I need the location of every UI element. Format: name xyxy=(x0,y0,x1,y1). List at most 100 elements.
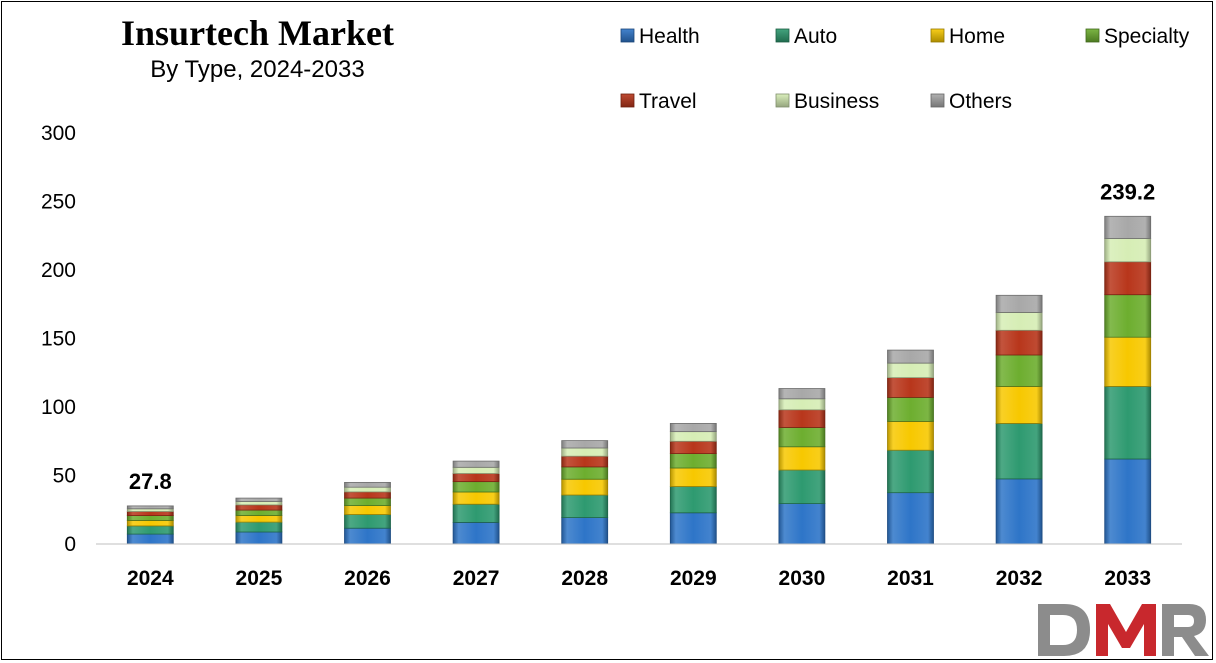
legend-swatch xyxy=(620,93,635,108)
x-tick-label: 2024 xyxy=(127,567,174,590)
bar-segment-home-2029 xyxy=(669,467,717,487)
x-tick-label: 2030 xyxy=(779,567,826,590)
bar-segment-travel-2028 xyxy=(561,455,609,468)
legend-item-specialty: Specialty xyxy=(1085,25,1190,48)
total-labels: 27.8 239.2 xyxy=(129,179,1155,494)
bar-stacks xyxy=(126,215,1152,545)
bar-segment-specialty-2027 xyxy=(452,481,500,493)
bar-stack-2031 xyxy=(887,349,934,545)
bar-segment-specialty-2024 xyxy=(126,515,174,521)
bar-segment-home-2033 xyxy=(1104,336,1152,387)
bar-segment-health-2025 xyxy=(235,531,283,545)
bar-segment-others-2025 xyxy=(235,497,283,502)
chart-subtitle: By Type, 2024-2033 xyxy=(150,56,365,83)
legend-label: Health xyxy=(639,25,700,48)
bar-segment-home-2032 xyxy=(995,385,1043,424)
bar-segment-travel-2025 xyxy=(235,504,283,511)
x-tick-label: 2028 xyxy=(561,567,608,590)
bar-segment-others-2027 xyxy=(452,460,500,468)
legend-item-business: Business xyxy=(775,90,879,113)
legend-swatch xyxy=(620,28,635,43)
bar-segment-others-2033 xyxy=(1104,215,1152,239)
legend-item-auto: Auto xyxy=(775,25,837,48)
bar-stack-2027 xyxy=(452,460,500,545)
bar-segment-specialty-2028 xyxy=(561,466,609,480)
bar-segment-specialty-2033 xyxy=(1104,294,1152,338)
bar-segment-travel-2026 xyxy=(344,491,391,499)
bar-segment-business-2028 xyxy=(561,447,609,457)
bar-segment-specialty-2031 xyxy=(887,396,934,422)
bar-segment-business-2032 xyxy=(995,312,1043,331)
bar-segment-home-2031 xyxy=(887,420,934,451)
bar-segment-business-2030 xyxy=(778,398,826,411)
legend-swatch xyxy=(930,93,945,108)
legend-item-home: Home xyxy=(930,25,1005,48)
bar-segment-health-2027 xyxy=(452,522,500,545)
bar-segment-health-2032 xyxy=(995,478,1043,545)
x-tick-label: 2029 xyxy=(670,567,717,590)
bar-segment-specialty-2029 xyxy=(669,453,717,469)
bar-segment-business-2025 xyxy=(235,501,283,506)
legend-label: Others xyxy=(949,90,1012,113)
bar-segment-home-2028 xyxy=(561,478,609,496)
bar-segment-health-2024 xyxy=(126,533,174,545)
x-tick-label: 2026 xyxy=(344,567,391,590)
legend: Health Auto Home Specialty Travel Business Oth… xyxy=(620,25,1190,113)
total-label-2024: 27.8 xyxy=(129,469,172,494)
bar-segment-business-2026 xyxy=(344,486,391,493)
bar-segment-travel-2027 xyxy=(452,472,500,482)
bar-segment-health-2028 xyxy=(561,517,609,545)
y-tick-label: 250 xyxy=(41,191,76,214)
dmr-logo xyxy=(1038,604,1209,656)
bar-segment-auto-2032 xyxy=(995,422,1043,480)
bar-stack-2025 xyxy=(235,497,283,545)
bar-segment-auto-2028 xyxy=(561,494,609,519)
bar-segment-home-2024 xyxy=(126,520,174,527)
y-tick-label: 200 xyxy=(41,259,76,282)
bar-segment-home-2025 xyxy=(235,515,283,523)
legend-swatch xyxy=(1085,28,1100,43)
bar-segment-auto-2030 xyxy=(778,469,826,504)
legend-swatch xyxy=(775,28,790,43)
bar-segment-auto-2033 xyxy=(1104,385,1152,460)
bar-stack-2029 xyxy=(669,422,717,545)
legend-item-travel: Travel xyxy=(620,90,697,113)
legend-label: Home xyxy=(949,25,1005,48)
bar-segment-others-2026 xyxy=(344,481,391,488)
bar-segment-travel-2032 xyxy=(995,329,1043,356)
bar-segment-business-2024 xyxy=(126,508,174,512)
x-tick-label: 2032 xyxy=(996,567,1043,590)
y-tick-label: 0 xyxy=(64,533,76,556)
bar-segment-health-2029 xyxy=(669,512,717,545)
legend-item-others: Others xyxy=(930,90,1012,113)
bar-segment-home-2030 xyxy=(778,446,826,471)
y-axis: 0 50 100 150 200 250 300 xyxy=(41,122,76,556)
y-tick-label: 50 xyxy=(53,465,76,488)
x-axis: 2024 2025 2026 2027 2028 2029 2030 2031 2032 2033 xyxy=(96,543,1182,590)
y-tick-label: 150 xyxy=(41,328,76,351)
bar-segment-others-2031 xyxy=(887,349,934,364)
bar-segment-travel-2031 xyxy=(887,377,934,398)
bar-segment-specialty-2026 xyxy=(344,497,391,507)
bar-stack-2024 xyxy=(126,505,174,545)
legend-label: Business xyxy=(794,90,879,113)
legend-swatch xyxy=(930,28,945,43)
bar-segment-others-2028 xyxy=(561,440,609,449)
bar-segment-specialty-2025 xyxy=(235,509,283,516)
bar-segment-specialty-2032 xyxy=(995,354,1043,387)
bar-segment-health-2031 xyxy=(887,492,934,545)
bar-segment-health-2033 xyxy=(1104,458,1152,545)
bar-segment-travel-2024 xyxy=(126,511,174,516)
bar-segment-business-2031 xyxy=(887,362,934,379)
bar-segment-auto-2026 xyxy=(344,514,391,529)
bar-segment-travel-2029 xyxy=(669,440,717,454)
bar-stack-2030 xyxy=(778,388,826,545)
bar-segment-others-2032 xyxy=(995,294,1043,313)
bar-segment-home-2027 xyxy=(452,491,500,505)
bar-segment-business-2033 xyxy=(1104,238,1152,263)
bar-segment-home-2026 xyxy=(344,505,391,515)
bar-segment-auto-2029 xyxy=(669,486,717,514)
bar-segment-auto-2031 xyxy=(887,449,934,494)
legend-swatch xyxy=(775,93,790,108)
